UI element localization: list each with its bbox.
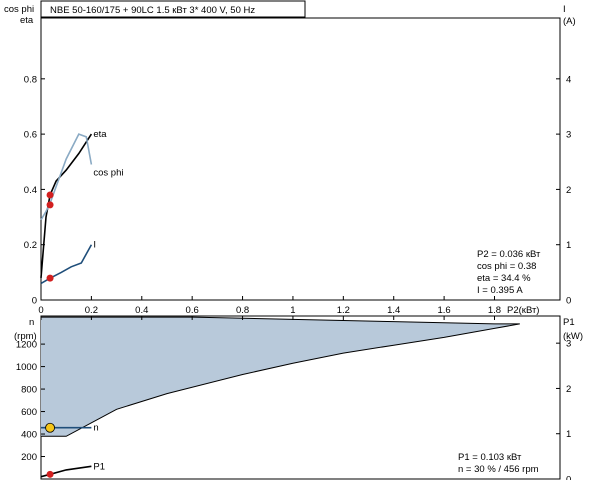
upper-right-axis-unit: (A) bbox=[563, 16, 576, 27]
area-upper-edge bbox=[41, 316, 520, 325]
upper-right-tick-label: 0 bbox=[566, 296, 571, 307]
upper-left-tick-label: 0.4 bbox=[24, 185, 37, 196]
area-lower-edge bbox=[41, 323, 520, 437]
lower-right-axis-label: P1 bbox=[563, 317, 575, 328]
x-tick-label: 0.2 bbox=[85, 305, 98, 316]
upper-left-tick-label: 0.8 bbox=[24, 74, 37, 85]
lower-left-axis-label: n bbox=[29, 317, 34, 328]
upper-right-tick-label: 2 bbox=[566, 185, 571, 196]
lower-right-tick-label: 2 bbox=[566, 384, 571, 395]
upper-readout-line: cos phi = 0.38 bbox=[477, 261, 536, 272]
upper-left-tick-label: 0.2 bbox=[24, 240, 37, 251]
x-tick-label: 1.4 bbox=[387, 305, 400, 316]
lower-right-tick-label: 0 bbox=[566, 475, 571, 480]
eta-line bbox=[40, 133, 93, 278]
lower-left-tick-label: 200 bbox=[21, 452, 37, 463]
lower-left-tick-label: 800 bbox=[21, 385, 37, 396]
operating-point-marker bbox=[46, 201, 54, 209]
i-series-label: I bbox=[93, 240, 96, 251]
p1-series-label: P1 bbox=[93, 461, 105, 472]
title-box bbox=[40, 0, 306, 18]
x-axis-label: P2(кВт) bbox=[507, 305, 539, 316]
upper-readout-line: P2 = 0.036 кВт bbox=[477, 249, 541, 260]
x-tick-label: 0.4 bbox=[135, 305, 148, 316]
upper-right-tick-label: 1 bbox=[566, 240, 571, 251]
ticks-layer bbox=[40, 78, 560, 480]
x-tick-label: 1.8 bbox=[488, 305, 501, 316]
cos-phi-line bbox=[40, 133, 93, 221]
p1-operating-point bbox=[46, 470, 54, 478]
chart-title: NBE 50-160/175 + 90LC 1.5 кВт 3* 400 V, … bbox=[50, 5, 255, 16]
label-layer: 0 0.2 0.4 0.6 0.8 1 1.2 1.4 1.6 1.8 0 0.2 0.4 0.6 0.8 0… bbox=[16, 74, 571, 480]
p1-line bbox=[40, 465, 92, 478]
lower-left-tick-label: 600 bbox=[21, 407, 37, 418]
x-tick-label: 1.2 bbox=[337, 305, 350, 316]
x-tick-label: 1 bbox=[290, 305, 295, 316]
lower-left-tick-label: 400 bbox=[21, 430, 37, 441]
lower-right-axis-unit: (kW) bbox=[563, 331, 583, 342]
lower-right-tick-label: 1 bbox=[566, 429, 571, 440]
upper-right-axis-label: I bbox=[563, 4, 566, 15]
cos-phi-series-label: cos phi bbox=[93, 168, 123, 179]
operating-point-marker bbox=[46, 191, 54, 199]
n-series-label: n bbox=[93, 423, 98, 434]
lower-readout-line: n = 30 % / 456 rpm bbox=[458, 464, 539, 475]
eta-series-label: eta bbox=[93, 129, 107, 140]
lower-right-tick-label: 3 bbox=[566, 339, 571, 350]
x-tick-label: 0.8 bbox=[236, 305, 249, 316]
upper-left-axis-label: cos phi bbox=[4, 4, 34, 15]
upper-left-tick-label: 0 bbox=[32, 296, 37, 307]
lower-left-tick-label: 1200 bbox=[16, 340, 37, 351]
upper-plot-frame bbox=[40, 17, 561, 301]
upper-left-axis-label-2: eta bbox=[20, 15, 34, 26]
lower-area-layer bbox=[41, 316, 520, 437]
upper-readout-line: eta = 34.4 % bbox=[477, 273, 531, 284]
x-tick-label: 1.6 bbox=[437, 305, 450, 316]
upper-left-tick-label: 0.6 bbox=[24, 130, 37, 141]
x-tick-label: 0 bbox=[38, 305, 43, 316]
speed-operating-point bbox=[45, 422, 55, 433]
upper-right-tick-label: 4 bbox=[566, 74, 571, 85]
lower-left-axis-unit: (rpm) bbox=[14, 331, 37, 342]
x-tick-label: 0.6 bbox=[186, 305, 199, 316]
upper-right-tick-label: 3 bbox=[566, 130, 571, 141]
series-layer bbox=[40, 133, 93, 478]
lower-readout-line: P1 = 0.103 кВт bbox=[458, 452, 522, 463]
operating-point-marker bbox=[46, 274, 54, 282]
upper-readout-line: I = 0.395 A bbox=[477, 285, 523, 296]
lower-left-tick-label: 1000 bbox=[16, 362, 37, 373]
operating-range-area bbox=[41, 317, 520, 437]
